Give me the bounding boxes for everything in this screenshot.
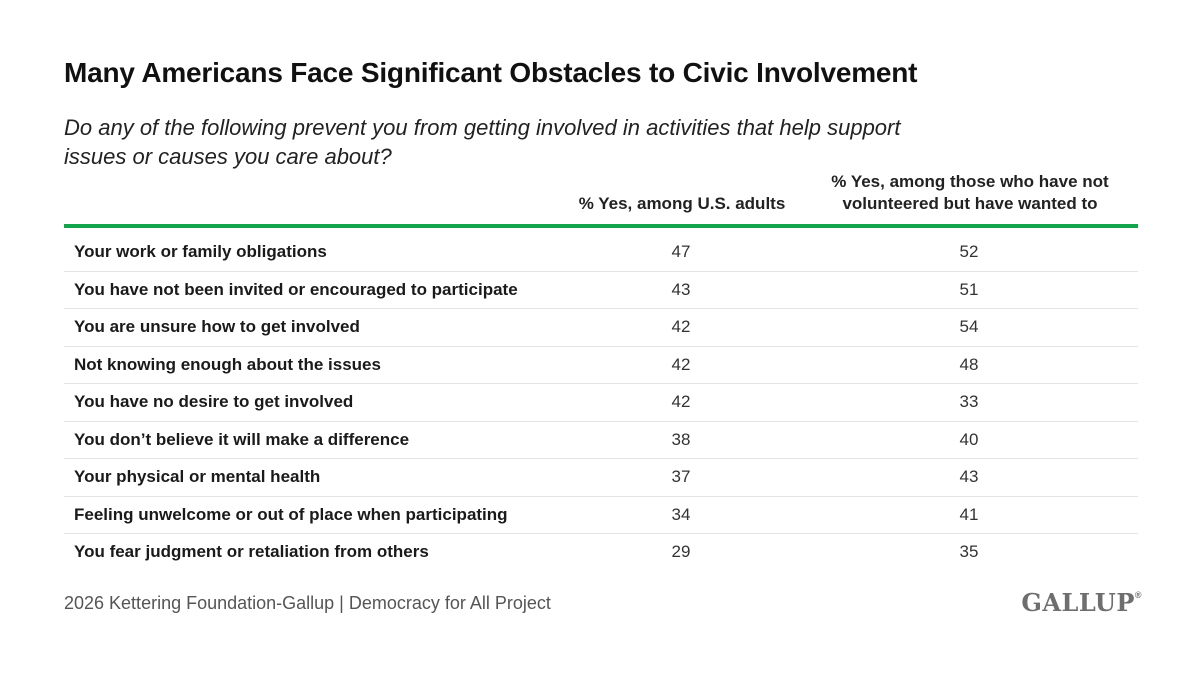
value-us-adults: 37	[671, 467, 691, 486]
row-label: Not knowing enough about the issues	[74, 354, 381, 374]
registered-mark: ®	[1134, 590, 1142, 600]
source-footer: 2026 Kettering Foundation-Gallup | Democ…	[64, 593, 551, 613]
table-row: Not knowing enough about the issues 42 4…	[64, 347, 1138, 384]
row-label: Feeling unwelcome or out of place when p…	[74, 504, 508, 524]
header-rule	[64, 224, 1138, 228]
value-us-adults: 43	[671, 279, 691, 299]
row-label: You don’t believe it will make a differe…	[74, 429, 410, 449]
value-wanted-to-volunteer: 51	[959, 279, 979, 299]
value-us-adults: 42	[671, 354, 691, 374]
row-label: You fear judgment or retaliation from ot…	[74, 542, 429, 561]
column-header-line: volunteered but have wanted to	[842, 194, 1098, 213]
value-wanted-to-volunteer: 52	[959, 242, 979, 261]
value-wanted-to-volunteer: 41	[959, 504, 979, 524]
value-wanted-to-volunteer: 35	[959, 542, 979, 561]
logo-wordmark: GALLUP	[1021, 588, 1135, 617]
row-label: Your work or family obligations	[74, 242, 327, 261]
column-header-wanted-to-volunteer: % Yes, among those who have not voluntee…	[800, 171, 1140, 215]
value-wanted-to-volunteer: 43	[959, 467, 979, 486]
value-wanted-to-volunteer: 33	[959, 392, 979, 411]
value-us-adults: 38	[671, 429, 691, 449]
row-label: You are unsure how to get involved	[74, 317, 360, 336]
row-label: You have no desire to get involved	[74, 392, 354, 411]
column-header-us-adults: % Yes, among U.S. adults	[578, 194, 786, 213]
table-row: You are unsure how to get involved 42 54	[64, 309, 1138, 347]
value-us-adults: 34	[671, 504, 691, 524]
table-row: Your work or family obligations 47 52	[64, 234, 1138, 272]
value-us-adults: 47	[671, 242, 691, 261]
value-wanted-to-volunteer: 54	[959, 317, 979, 336]
chart-title: Many Americans Face Significant Obstacle…	[64, 57, 918, 88]
value-us-adults: 42	[671, 392, 691, 411]
value-wanted-to-volunteer: 48	[959, 354, 979, 374]
value-us-adults: 29	[671, 542, 691, 561]
table-row: You have not been invited or encouraged …	[64, 272, 1138, 309]
table-row: You fear judgment or retaliation from ot…	[64, 534, 1138, 572]
row-label: You have not been invited or encouraged …	[74, 279, 518, 299]
table-row: Your physical or mental health 37 43	[64, 459, 1138, 497]
gallup-logo: GALLUP®	[1021, 588, 1142, 617]
table-row: You have no desire to get involved 42 33	[64, 384, 1138, 422]
column-header-line: % Yes, among those who have not	[831, 172, 1109, 191]
chart-subtitle: Do any of the following prevent you from…	[64, 115, 901, 169]
table-body: Your work or family obligations 47 52 Yo…	[64, 234, 1138, 572]
table-row: Feeling unwelcome or out of place when p…	[64, 497, 1138, 534]
table-row: You don’t believe it will make a differe…	[64, 422, 1138, 459]
row-label: Your physical or mental health	[74, 467, 321, 486]
value-wanted-to-volunteer: 40	[959, 429, 979, 449]
value-us-adults: 42	[671, 317, 691, 336]
